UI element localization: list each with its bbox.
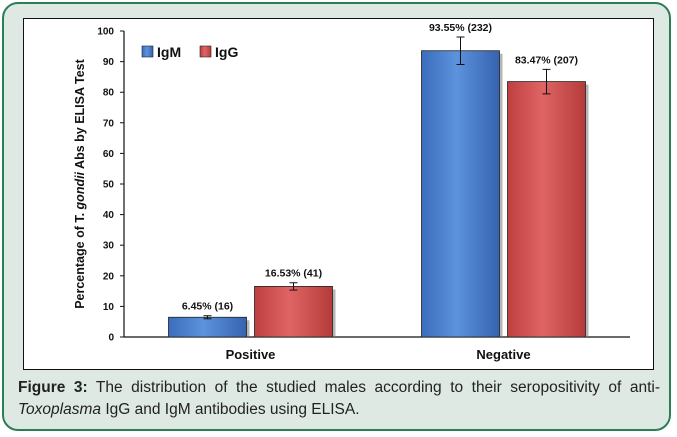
- bars: 6.45% (16) 16.53% (41) Positive 93.55% (232…: [168, 22, 589, 362]
- data-label: 16.53% (41): [265, 268, 322, 280]
- y-tick-label: 80: [103, 88, 115, 99]
- legend-swatch-igg: [199, 45, 212, 58]
- y-axis-label-italic: gondii: [73, 171, 87, 210]
- y-tick-label: 90: [103, 57, 115, 68]
- caption-text-before: The distribution of the studied males ac…: [87, 379, 660, 396]
- figure-caption: Figure 3: The distribution of the studie…: [18, 377, 660, 421]
- y-tick-label: 20: [103, 271, 115, 282]
- data-label: 83.47% (207): [515, 54, 578, 66]
- legend: IgM IgG: [141, 44, 238, 60]
- bar-igm-positive: [168, 316, 247, 338]
- bar-igg-negative: [507, 81, 586, 338]
- caption-label: Figure 3:: [18, 379, 88, 396]
- y-axis-label-part-1: Percentage of T.: [73, 209, 87, 308]
- y-tick-label: 10: [103, 302, 115, 313]
- bar-igm-negative: [421, 50, 500, 338]
- figure-frame: Percentage of T. gondii Abs by ELISA Tes…: [2, 2, 671, 431]
- y-tick-label: 30: [103, 241, 115, 252]
- data-label: 6.45% (16): [182, 301, 233, 313]
- y-tick-label: 100: [97, 27, 114, 38]
- y-axis-label: Percentage of T. gondii Abs by ELISA Tes…: [73, 58, 87, 308]
- legend-swatch-igm: [141, 45, 154, 58]
- y-tick-label: 70: [103, 118, 115, 129]
- legend-label-igm: IgM: [157, 44, 181, 60]
- y-axis-label-group: Percentage of T. gondii Abs by ELISA Tes…: [73, 58, 87, 308]
- y-tick-label: 0: [108, 333, 114, 344]
- data-label: 93.55% (232): [429, 22, 492, 34]
- y-tick-label: 60: [103, 149, 115, 160]
- chart-panel: Percentage of T. gondii Abs by ELISA Tes…: [23, 18, 654, 370]
- legend-label-igg: IgG: [215, 44, 238, 60]
- caption-italic-term: Toxoplasma: [18, 401, 102, 418]
- x-category-label: Positive: [226, 347, 276, 362]
- bar-chart: Percentage of T. gondii Abs by ELISA Tes…: [73, 22, 630, 362]
- caption-text-after: IgG and IgM antibodies using ELISA.: [101, 401, 360, 418]
- y-tick-label: 50: [103, 180, 115, 191]
- x-category-label: Negative: [476, 347, 530, 362]
- bar-igg-positive: [254, 286, 333, 338]
- y-tick-label: 40: [103, 210, 115, 221]
- y-axis-label-part-2: Abs by ELISA Test: [73, 58, 87, 172]
